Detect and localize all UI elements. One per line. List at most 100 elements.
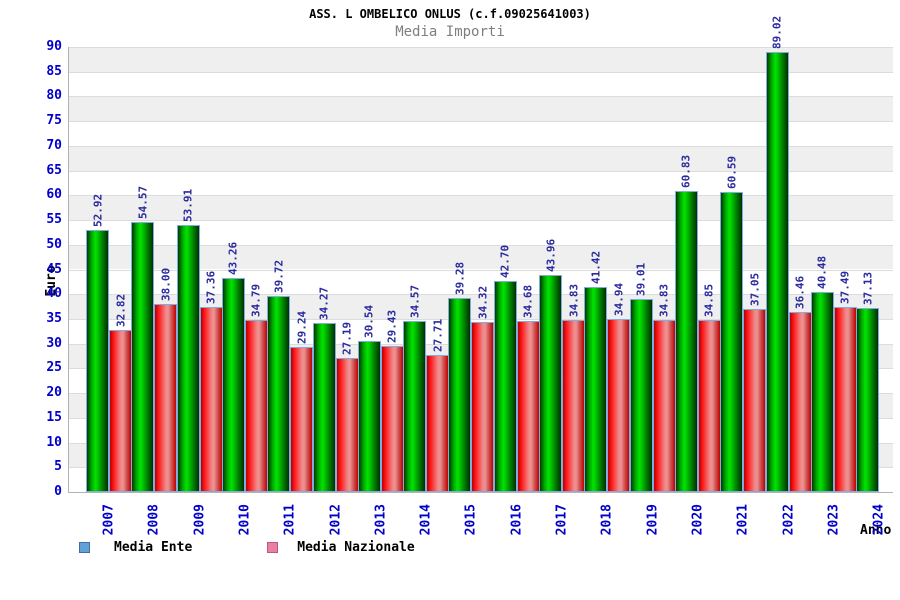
bar-media-nazionale (607, 319, 631, 492)
bar-value-label: 34.83 (657, 283, 671, 317)
gridline (68, 170, 893, 172)
bar-value-label: 29.43 (385, 310, 399, 344)
x-axis-year-label: 2017 (554, 504, 570, 536)
plot-background-band (68, 145, 893, 171)
bar-media-ente (176, 225, 200, 492)
x-axis-year-label: 2019 (645, 504, 661, 536)
gridline (68, 220, 893, 222)
y-axis-line (68, 47, 69, 492)
bar-value-label: 39.28 (453, 261, 467, 295)
bar-value-label: 43.26 (226, 241, 240, 276)
bar-media-nazionale (335, 357, 359, 492)
gridline (68, 318, 893, 320)
bar-media-nazionale (562, 319, 585, 492)
plot-background-band (68, 96, 893, 122)
bar-media-ente (629, 299, 653, 492)
bar-media-nazionale (154, 304, 178, 492)
bar-value-label: 37.36 (204, 271, 218, 305)
bar-media-ente (357, 340, 381, 492)
y-axis-tick-label: 80 (46, 88, 62, 104)
bar-media-ente (312, 322, 336, 492)
legend-label-media-nazionale: Media Nazionale (297, 539, 415, 555)
bar-value-label: 34.57 (408, 284, 422, 319)
plot-background-band (68, 244, 893, 270)
bar-value-label: 60.59 (725, 156, 739, 190)
y-axis-tick-label: 75 (46, 113, 62, 129)
gridline (68, 145, 893, 147)
bar-value-label: 60.83 (679, 155, 693, 189)
y-axis-tick-label: 15 (46, 409, 62, 425)
bar-media-ente (267, 295, 291, 492)
bar-media-nazionale (833, 306, 857, 492)
y-axis-tick-label: 70 (46, 137, 62, 153)
bar-media-ente (86, 230, 109, 492)
bar-media-nazionale (290, 347, 314, 492)
x-axis-year-label: 2011 (282, 504, 298, 536)
bar-value-label: 34.83 (567, 283, 580, 317)
bar-value-label: 37.05 (748, 272, 762, 306)
bar-media-ente (584, 287, 608, 492)
x-axis-year-label: 2018 (599, 504, 615, 536)
chart-legend: Media Ente Media Nazionale (79, 539, 415, 555)
y-axis-tick-label: 40 (46, 286, 62, 302)
plot-background-band (68, 220, 893, 245)
bar-media-nazionale (426, 354, 450, 492)
bar-value-label: 34.79 (249, 283, 263, 317)
bar-value-label: 53.91 (181, 189, 195, 223)
x-axis-year-label: 2014 (418, 504, 434, 536)
y-axis-tick-label: 65 (46, 162, 62, 178)
bar-value-label: 34.32 (476, 286, 490, 320)
gridline (68, 121, 893, 123)
x-axis-year-label: 2009 (192, 504, 208, 536)
bar-media-ente (674, 191, 698, 492)
y-axis-tick-label: 45 (46, 261, 62, 277)
bar-value-label: 41.42 (589, 251, 603, 285)
x-axis-year-label: 2008 (146, 504, 162, 536)
bar-media-nazionale (199, 307, 223, 492)
gridline (68, 71, 893, 73)
gridline (68, 96, 893, 98)
y-axis-tick-label: 20 (46, 385, 62, 401)
plot-background-band (68, 195, 893, 221)
bar-value-label: 27.19 (340, 321, 354, 355)
chart-subtitle: Media Importi (395, 24, 505, 40)
gridline (68, 47, 893, 48)
bar-value-label: 89.02 (770, 15, 784, 49)
bar-media-nazionale (697, 319, 721, 492)
x-axis-year-label: 2023 (826, 504, 842, 536)
y-axis-tick-label: 30 (46, 335, 62, 351)
gridline (68, 244, 893, 246)
y-axis-tick-label: 0 (54, 484, 62, 499)
y-axis-tick-label: 55 (46, 212, 62, 228)
bar-media-ente (765, 51, 789, 492)
x-axis-year-label: 2007 (101, 504, 117, 536)
chart-title: ASS. L OMBELICO ONLUS (c.f.09025641003) (309, 7, 591, 21)
plot-background-band (68, 47, 893, 72)
bar-value-label: 52.92 (91, 194, 104, 228)
bar-value-label: 42.70 (498, 244, 512, 278)
x-axis-year-label: 2021 (735, 504, 751, 536)
plot-background-band (68, 170, 893, 196)
bar-media-ente (493, 280, 517, 492)
bar-value-label: 32.82 (114, 293, 127, 327)
bar-media-nazionale (109, 329, 132, 492)
plot-background-band (68, 121, 893, 146)
bar-value-label: 40.48 (815, 255, 829, 289)
bar-media-nazionale (244, 319, 268, 492)
bar-media-nazionale (516, 320, 540, 492)
bar-value-label: 34.85 (702, 283, 716, 317)
bar-media-nazionale (380, 346, 404, 492)
bar-value-label: 43.96 (544, 238, 557, 272)
x-axis-year-label: 2012 (328, 504, 343, 536)
x-axis-year-label: 2016 (509, 504, 525, 536)
bar-media-ente (448, 297, 472, 492)
bar-media-nazionale (743, 308, 767, 492)
legend-label-media-ente: Media Ente (114, 539, 193, 555)
gridline (68, 269, 893, 271)
bar-value-label: 37.13 (861, 272, 875, 306)
bar-value-label: 34.94 (612, 283, 626, 317)
bar-value-label: 36.46 (793, 275, 807, 309)
bar-value-label: 34.68 (521, 284, 535, 318)
y-axis-tick-label: 50 (46, 236, 62, 252)
y-axis-tick-label: 35 (46, 310, 62, 326)
